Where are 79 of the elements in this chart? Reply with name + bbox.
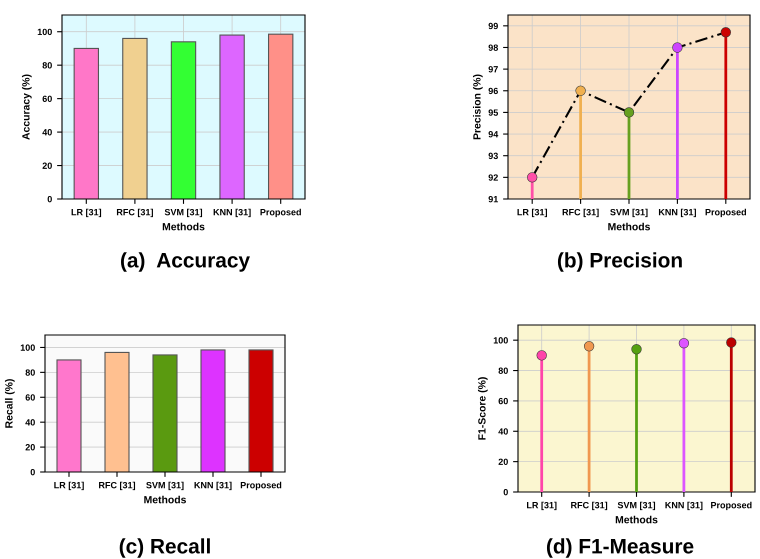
y-tick-label: 94 (488, 131, 498, 138)
text: (b) Precision (558, 252, 682, 272)
bar (219, 34, 245, 199)
y-tick-label: 80 (42, 62, 52, 69)
point (631, 344, 642, 354)
y-tick-label: 100 (494, 337, 508, 344)
x-tick-label: KNN [31] (214, 208, 251, 218)
y-tick-label: 98 (488, 44, 498, 51)
point (575, 86, 586, 96)
bar (200, 349, 226, 472)
point (527, 172, 538, 182)
point (726, 337, 736, 348)
x-tick-label: KNN [31] (665, 502, 702, 510)
y-tick-label: 60 (42, 96, 52, 102)
point (672, 42, 683, 53)
x-tick-label: KNN [31] (194, 482, 232, 490)
x-tick-label: RFC [31] (571, 502, 608, 510)
y-tick-label: 92 (488, 174, 498, 181)
x-tick-label: SVM [31] (610, 208, 648, 218)
x-tick-label: Proposed (706, 208, 746, 218)
x-tick-label: RFC [31] (99, 482, 136, 490)
bar (74, 48, 100, 199)
x-tick-label: LR [31] (518, 208, 547, 218)
bar (152, 354, 178, 472)
y-tick-label: 20 (26, 444, 35, 450)
y-axis-title: Accuracy (%) (22, 74, 32, 140)
y-tick-label: 80 (26, 369, 35, 376)
x-axis-title: Methods (144, 496, 186, 504)
x-tick-label: KNN [31] (658, 208, 696, 218)
y-tick-label: 0 (504, 488, 508, 496)
y-tick-label: 0 (30, 468, 35, 476)
x-tick-label: LR [31] (527, 502, 556, 510)
bar (248, 349, 274, 472)
y-tick-label: 100 (38, 28, 52, 36)
x-tick-label: SVM [31] (618, 502, 656, 510)
y-tick-label: 95 (488, 109, 498, 116)
y-axis-title: Recall (%) (4, 379, 15, 428)
y-tick-label: 99 (488, 22, 498, 30)
x-tick-label: LR [31] (54, 482, 84, 490)
y-tick-label: 93 (488, 152, 498, 160)
x-tick-label: LR [31] (72, 208, 102, 218)
y-tick-label: 40 (42, 129, 52, 136)
y-tick-label: 20 (498, 458, 508, 465)
text: (c) Recall (120, 538, 210, 558)
x-tick-label: Proposed (260, 208, 301, 218)
bar (268, 34, 294, 199)
y-tick-label: 100 (20, 344, 35, 351)
y-tick-label: 40 (25, 419, 35, 426)
y-tick-label: 96 (488, 88, 498, 94)
y-tick-label: 60 (26, 394, 35, 401)
y-tick-label: 40 (498, 428, 508, 435)
point (678, 338, 690, 348)
y-axis-title: Precision (%) (472, 74, 483, 140)
x-axis-title: Methods (608, 222, 650, 230)
x-axis-title: Methods (616, 516, 658, 524)
point (720, 27, 731, 38)
x-tick-label: SVM [31] (146, 482, 184, 490)
text: (a) Accuracy (121, 252, 250, 272)
x-tick-label: RFC [31] (116, 208, 153, 218)
bar (122, 38, 148, 199)
y-tick-label: 20 (42, 162, 52, 169)
x-tick-label: Proposed (711, 502, 752, 510)
bar (170, 41, 196, 199)
text: (d) F1-Measure (546, 538, 694, 558)
bar (104, 352, 130, 472)
y-tick-label: 80 (498, 368, 508, 374)
x-tick-label: Proposed (240, 482, 282, 490)
bar (56, 359, 82, 472)
y-tick-label: 60 (498, 398, 508, 404)
x-tick-label: RFC [31] (562, 208, 599, 218)
y-tick-label: 97 (488, 66, 498, 72)
x-tick-label: SVM [31] (164, 208, 202, 218)
point (584, 341, 594, 352)
point (624, 107, 634, 118)
point (536, 350, 547, 361)
x-axis-title: Methods (162, 222, 204, 230)
y-tick-label: 0 (48, 196, 52, 202)
y-axis-title: F1-Score (%) (478, 377, 488, 440)
y-tick-label: 91 (488, 196, 498, 202)
